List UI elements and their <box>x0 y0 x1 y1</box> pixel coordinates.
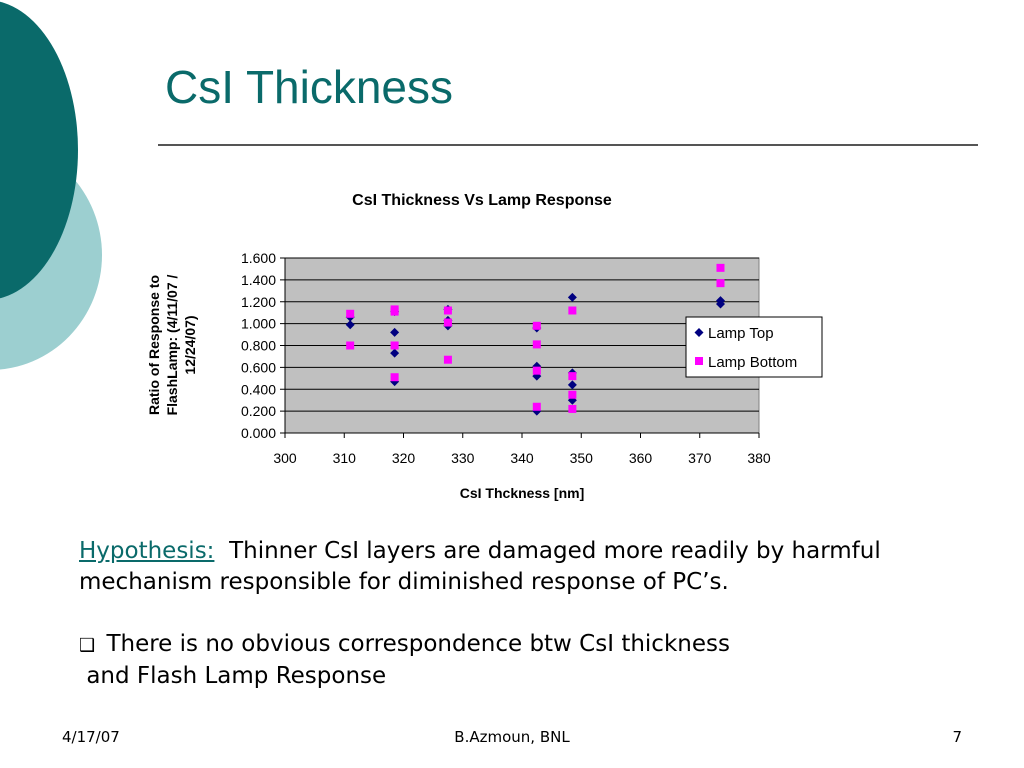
y-axis-label-line: Ratio of Response to <box>146 275 162 415</box>
footer-author: B.Azmoun, BNL <box>454 728 570 746</box>
y-tick-label: 1.600 <box>241 250 276 266</box>
y-tick-label: 1.000 <box>241 316 276 332</box>
hypothesis-text: Thinner CsI layers are damaged more read… <box>79 538 881 595</box>
axes <box>280 257 760 438</box>
lamp-bottom-point <box>568 404 577 413</box>
x-tick-label: 300 <box>273 450 297 466</box>
lamp-bottom-point <box>532 366 541 375</box>
legend-lamp-top-label: Lamp Top <box>708 325 774 342</box>
y-tick-label: 0.200 <box>241 403 276 419</box>
y-axis-label-line: FlashLamp: (4/11/07 / <box>164 274 180 415</box>
x-tick-label: 350 <box>570 450 594 466</box>
lamp-top-point <box>390 327 400 337</box>
y-axis-label: Ratio of Response to FlashLamp: (4/11/07 … <box>146 274 198 415</box>
lamp-top-point <box>715 299 725 309</box>
bullet-line-1: There is no obvious correspondence btw C… <box>106 631 730 657</box>
lamp-bottom-point <box>716 279 725 288</box>
y-axis-label-line: 12/24/07) <box>182 315 198 374</box>
x-tick-label: 340 <box>510 450 534 466</box>
title-divider <box>158 144 978 146</box>
lamp-bottom-point <box>443 355 452 364</box>
y-tick-label: 0.600 <box>241 359 276 375</box>
legend-lamp-bottom-label: Lamp Bottom <box>708 354 797 371</box>
x-tick-label: 370 <box>688 450 712 466</box>
x-tick-label: 330 <box>451 450 475 466</box>
lamp-bottom-point <box>346 341 355 350</box>
x-tick-label: 360 <box>629 450 653 466</box>
lamp-bottom-point <box>716 263 725 272</box>
lamp-bottom-point <box>443 318 452 327</box>
lamp-bottom-point <box>390 373 399 382</box>
hypothesis-label: Hypothesis: <box>79 538 215 564</box>
x-tick-label: 320 <box>392 450 416 466</box>
footer-page-number: 7 <box>952 728 962 746</box>
y-tick-label: 1.200 <box>241 294 276 310</box>
bullet-line-2: and Flash Lamp Response <box>86 663 387 689</box>
decoration-circle-dark <box>0 1 78 299</box>
legend-lamp-bottom-marker <box>695 357 703 365</box>
lamp-bottom-point <box>532 340 541 349</box>
x-tick-labels: 300 310 320 330 340 350 360 370 380 <box>273 450 771 466</box>
gridlines <box>285 257 759 412</box>
lamp-bottom-point <box>390 307 399 316</box>
checkbox-bullet-icon: ❑ <box>79 635 96 656</box>
scatter-chart: CsI Thickness Vs Lamp Response 300 310 320… <box>146 192 823 501</box>
y-tick-labels: 0.000 0.200 0.400 0.600 0.800 1.000 1.200 1.400… <box>241 250 276 441</box>
y-tick-label: 0.000 <box>241 425 276 441</box>
slide-decoration <box>0 1 102 370</box>
lamp-top-point <box>390 348 400 358</box>
chart-legend: Lamp Top Lamp Bottom <box>685 316 823 378</box>
hypothesis-paragraph: Hypothesis: Thinner CsI layers are damag… <box>79 536 979 598</box>
legend-lamp-top-marker <box>694 328 704 337</box>
footer-date: 4/17/07 <box>62 728 120 746</box>
lamp-bottom-point <box>568 390 577 399</box>
page-title: CsI Thickness <box>165 61 454 113</box>
lamp-top-point <box>345 320 355 330</box>
bullet-paragraph: ❑ There is no obvious correspondence btw… <box>79 629 979 692</box>
lamp-bottom-point <box>390 341 399 350</box>
x-tick-label: 380 <box>747 450 771 466</box>
lamp-bottom-point <box>532 402 541 411</box>
y-tick-label: 0.800 <box>241 338 276 354</box>
chart-title: CsI Thickness Vs Lamp Response <box>352 192 612 209</box>
lamp-bottom-point <box>568 306 577 315</box>
y-tick-label: 1.400 <box>241 272 276 288</box>
x-tick-label: 310 <box>333 450 357 466</box>
lamp-top-point <box>567 380 577 390</box>
lamp-bottom-point <box>568 372 577 381</box>
lamp-bottom-point <box>532 321 541 330</box>
x-axis-label: CsI Thckness [nm] <box>460 485 584 501</box>
lamp-bottom-point <box>346 309 355 318</box>
data-points <box>345 263 725 416</box>
lamp-bottom-point <box>443 306 452 315</box>
lamp-top-point <box>567 292 577 302</box>
legend-box <box>685 316 823 378</box>
slide-body: Hypothesis: Thinner CsI layers are damag… <box>79 536 979 692</box>
y-tick-label: 0.400 <box>241 381 276 397</box>
